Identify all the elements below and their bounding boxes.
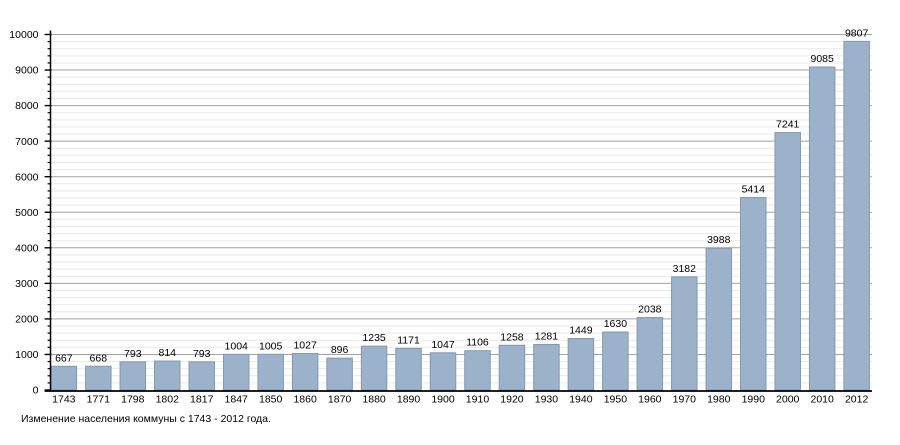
svg-text:1106: 1106 (466, 337, 489, 349)
svg-text:1860: 1860 (293, 393, 317, 405)
svg-text:1920: 1920 (500, 393, 524, 405)
svg-text:1798: 1798 (121, 393, 145, 405)
svg-text:1171: 1171 (397, 334, 420, 346)
svg-text:1258: 1258 (500, 331, 524, 343)
svg-text:9000: 9000 (15, 65, 39, 77)
svg-text:1743: 1743 (52, 393, 76, 405)
svg-text:2010: 2010 (811, 393, 835, 405)
svg-text:1890: 1890 (397, 393, 421, 405)
svg-text:9807: 9807 (845, 27, 869, 39)
svg-text:7241: 7241 (776, 119, 800, 131)
svg-text:9085: 9085 (811, 53, 835, 65)
svg-text:8000: 8000 (15, 100, 39, 112)
svg-text:1910: 1910 (466, 393, 490, 405)
svg-text:6000: 6000 (15, 171, 39, 183)
svg-text:668: 668 (90, 352, 108, 364)
svg-text:1980: 1980 (707, 393, 731, 405)
svg-text:793: 793 (193, 348, 211, 360)
svg-text:1802: 1802 (156, 393, 180, 405)
svg-text:3182: 3182 (673, 263, 697, 275)
svg-text:1281: 1281 (535, 330, 559, 342)
svg-text:2000: 2000 (776, 393, 800, 405)
svg-text:Изменение населения коммуны с: Изменение населения коммуны с 1743 - 201… (21, 413, 271, 425)
svg-text:1970: 1970 (673, 393, 697, 405)
svg-text:2000: 2000 (15, 314, 39, 326)
svg-text:5414: 5414 (742, 184, 766, 196)
svg-text:2038: 2038 (638, 304, 662, 316)
svg-text:5000: 5000 (15, 207, 39, 219)
svg-text:1027: 1027 (293, 339, 317, 351)
svg-text:1771: 1771 (87, 393, 111, 405)
svg-text:1005: 1005 (259, 340, 283, 352)
svg-text:1449: 1449 (569, 324, 593, 336)
svg-text:1900: 1900 (431, 393, 455, 405)
svg-text:1847: 1847 (225, 393, 249, 405)
svg-text:3988: 3988 (707, 234, 731, 246)
svg-text:1960: 1960 (638, 393, 662, 405)
svg-text:1880: 1880 (362, 393, 386, 405)
svg-text:10000: 10000 (9, 29, 38, 41)
svg-text:896: 896 (331, 344, 349, 356)
svg-text:1930: 1930 (535, 393, 559, 405)
svg-text:1940: 1940 (569, 393, 593, 405)
svg-text:7000: 7000 (15, 136, 39, 148)
svg-text:0: 0 (33, 385, 39, 397)
svg-text:1950: 1950 (604, 393, 628, 405)
svg-text:1870: 1870 (328, 393, 352, 405)
svg-text:814: 814 (158, 347, 176, 359)
svg-text:793: 793 (124, 348, 142, 360)
svg-text:1235: 1235 (362, 332, 386, 344)
svg-text:1004: 1004 (225, 340, 249, 352)
svg-text:667: 667 (55, 352, 73, 364)
svg-text:1817: 1817 (190, 393, 214, 405)
svg-text:1990: 1990 (742, 393, 766, 405)
svg-text:2012: 2012 (845, 393, 869, 405)
svg-text:1047: 1047 (431, 339, 455, 351)
svg-text:4000: 4000 (15, 242, 39, 254)
svg-text:1000: 1000 (15, 349, 39, 361)
svg-text:1850: 1850 (259, 393, 283, 405)
svg-text:1630: 1630 (604, 318, 628, 330)
svg-text:3000: 3000 (15, 278, 39, 290)
